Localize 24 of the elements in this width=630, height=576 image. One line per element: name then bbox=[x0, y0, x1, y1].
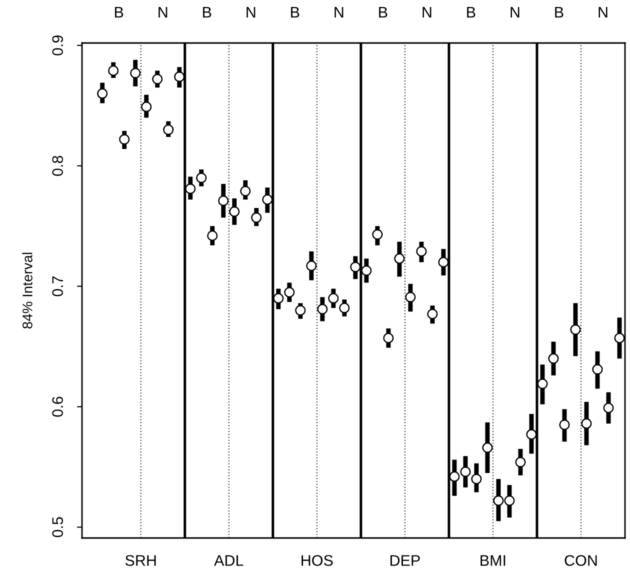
text: B bbox=[115, 7, 124, 18]
text: N bbox=[598, 7, 608, 18]
y-tick-label: 0.9 bbox=[52, 36, 64, 56]
y-tick-label: 0.6 bbox=[52, 396, 64, 417]
y-axis-title: 84% Interval bbox=[22, 252, 32, 328]
x-tick-label: BMI bbox=[480, 555, 506, 566]
text: B bbox=[203, 7, 212, 18]
x-tick-label: DEP bbox=[390, 555, 420, 566]
y-tick-label: 0.8 bbox=[52, 156, 64, 176]
x-tick-label: CON bbox=[564, 555, 597, 566]
text: B bbox=[379, 7, 388, 18]
text: B bbox=[555, 7, 564, 18]
text: N bbox=[510, 7, 520, 18]
y-tick-label: 0.5 bbox=[52, 517, 64, 538]
text: N bbox=[158, 7, 168, 18]
x-tick-label: ADL bbox=[214, 555, 244, 566]
x-tick-label: HOS bbox=[302, 555, 333, 566]
x-tick-label: SRH bbox=[125, 555, 156, 566]
text: N bbox=[334, 7, 344, 18]
text: B bbox=[291, 7, 300, 18]
text: N bbox=[422, 7, 432, 18]
text: N bbox=[246, 7, 256, 18]
y-tick-label: 0.7 bbox=[52, 276, 64, 296]
text: B bbox=[467, 7, 476, 18]
